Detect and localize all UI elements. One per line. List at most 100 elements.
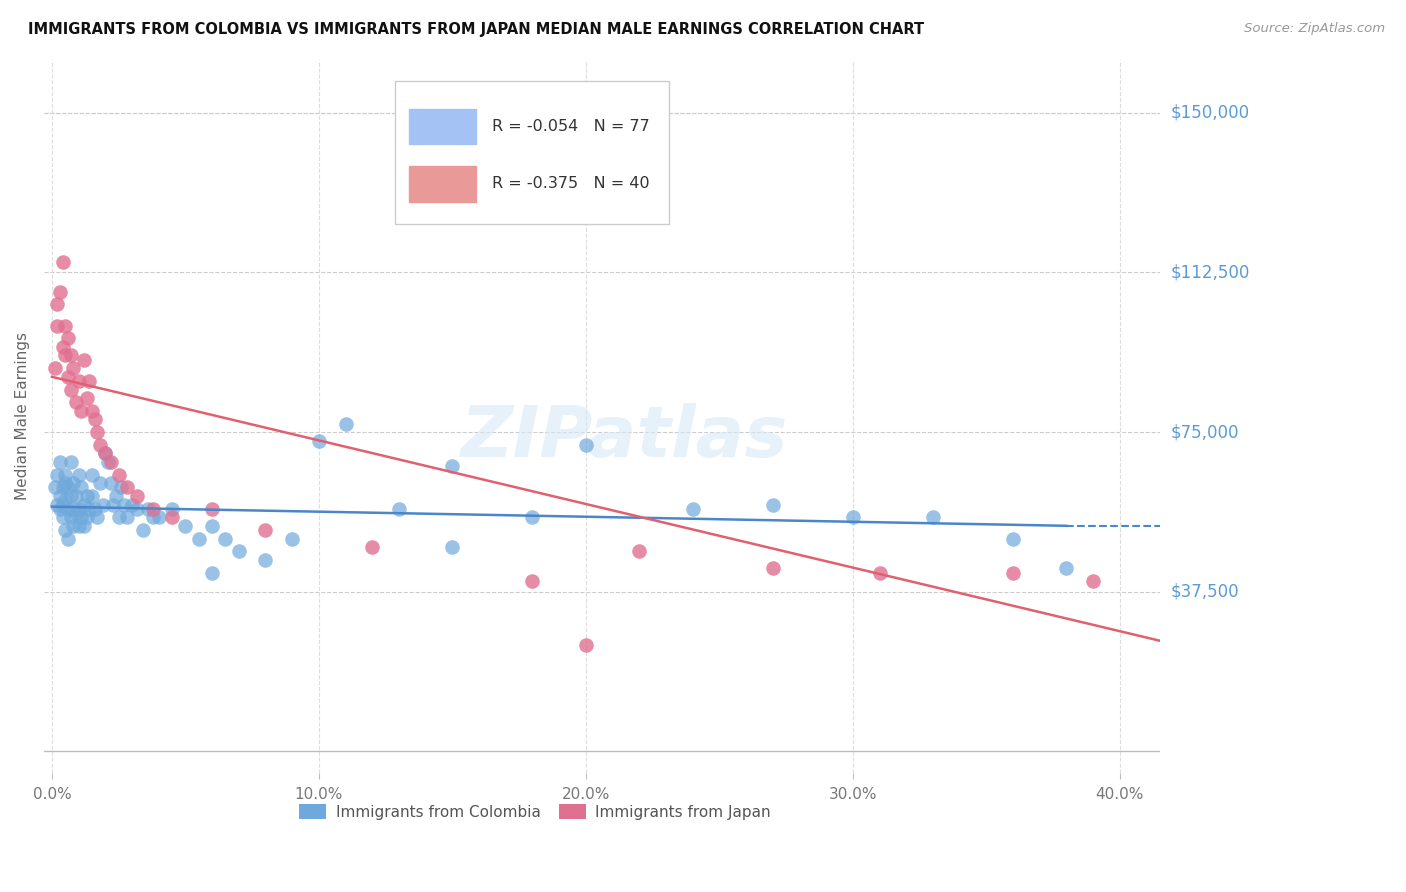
- Point: [70, 481, 93, 495]
- Point: [70, 510, 93, 524]
- Point: [56, 532, 79, 546]
- Bar: [409, 109, 475, 145]
- Point: [1002, 532, 1025, 546]
- Text: R = -0.054   N = 77: R = -0.054 N = 77: [492, 120, 650, 134]
- Point: [575, 638, 598, 652]
- Point: [107, 510, 129, 524]
- Point: [59, 349, 82, 363]
- Point: [65, 489, 87, 503]
- Point: [1056, 561, 1078, 575]
- Point: [127, 489, 149, 503]
- Point: [335, 417, 357, 431]
- Point: [148, 510, 170, 524]
- Point: [73, 352, 96, 367]
- Point: [94, 446, 117, 460]
- Point: [67, 374, 90, 388]
- Point: [142, 510, 165, 524]
- Point: [49, 489, 72, 503]
- Point: [1083, 574, 1105, 589]
- Point: [59, 489, 82, 503]
- Point: [73, 498, 96, 512]
- Point: [228, 544, 250, 558]
- Point: [201, 501, 224, 516]
- Text: $150,000: $150,000: [1171, 103, 1250, 122]
- Point: [62, 476, 84, 491]
- Point: [522, 574, 544, 589]
- Point: [86, 510, 108, 524]
- Point: [49, 285, 72, 299]
- Point: [76, 391, 98, 405]
- Point: [62, 501, 84, 516]
- Point: [103, 498, 125, 512]
- Bar: [409, 166, 475, 202]
- Point: [56, 501, 79, 516]
- Point: [52, 498, 75, 512]
- Point: [388, 501, 411, 516]
- Point: [136, 501, 159, 516]
- Point: [56, 369, 79, 384]
- Point: [281, 532, 304, 546]
- Point: [160, 510, 183, 524]
- Point: [59, 455, 82, 469]
- Point: [254, 553, 277, 567]
- Point: [65, 395, 87, 409]
- Point: [922, 510, 945, 524]
- Point: [44, 481, 66, 495]
- Point: [46, 498, 69, 512]
- Point: [70, 404, 93, 418]
- Point: [52, 255, 75, 269]
- Point: [76, 510, 98, 524]
- Point: [100, 455, 122, 469]
- Point: [107, 467, 129, 482]
- Text: $75,000: $75,000: [1171, 423, 1240, 442]
- Y-axis label: Median Male Earnings: Median Male Earnings: [15, 332, 30, 500]
- Point: [104, 489, 127, 503]
- Point: [869, 566, 891, 580]
- Point: [115, 510, 138, 524]
- Point: [214, 532, 236, 546]
- Point: [56, 481, 79, 495]
- Point: [76, 489, 98, 503]
- Point: [762, 561, 785, 575]
- Point: [49, 501, 72, 516]
- Point: [53, 318, 76, 333]
- Point: [80, 404, 103, 418]
- Point: [73, 518, 96, 533]
- Point: [77, 501, 100, 516]
- Point: [53, 467, 76, 482]
- Point: [59, 510, 82, 524]
- Point: [67, 501, 90, 516]
- Point: [59, 383, 82, 397]
- Point: [254, 523, 277, 537]
- Point: [174, 518, 197, 533]
- Text: IMMIGRANTS FROM COLOMBIA VS IMMIGRANTS FROM JAPAN MEDIAN MALE EARNINGS CORRELATI: IMMIGRANTS FROM COLOMBIA VS IMMIGRANTS F…: [28, 22, 924, 37]
- Point: [53, 523, 76, 537]
- Point: [44, 361, 66, 376]
- Point: [842, 510, 865, 524]
- Point: [575, 438, 598, 452]
- Point: [628, 544, 651, 558]
- Point: [89, 438, 111, 452]
- Point: [142, 501, 165, 516]
- Point: [100, 476, 122, 491]
- Point: [187, 532, 209, 546]
- Point: [62, 518, 84, 533]
- Point: [67, 467, 90, 482]
- Point: [441, 459, 464, 474]
- Point: [97, 455, 120, 469]
- Point: [110, 481, 132, 495]
- Point: [52, 340, 75, 354]
- Point: [91, 498, 114, 512]
- Text: $37,500: $37,500: [1171, 582, 1240, 601]
- Point: [65, 506, 87, 520]
- Point: [53, 493, 76, 508]
- Point: [201, 566, 224, 580]
- Point: [160, 501, 183, 516]
- Point: [52, 510, 75, 524]
- Point: [77, 374, 100, 388]
- Point: [67, 518, 90, 533]
- Point: [361, 540, 384, 554]
- Point: [89, 476, 111, 491]
- Point: [1002, 566, 1025, 580]
- FancyBboxPatch shape: [395, 81, 669, 224]
